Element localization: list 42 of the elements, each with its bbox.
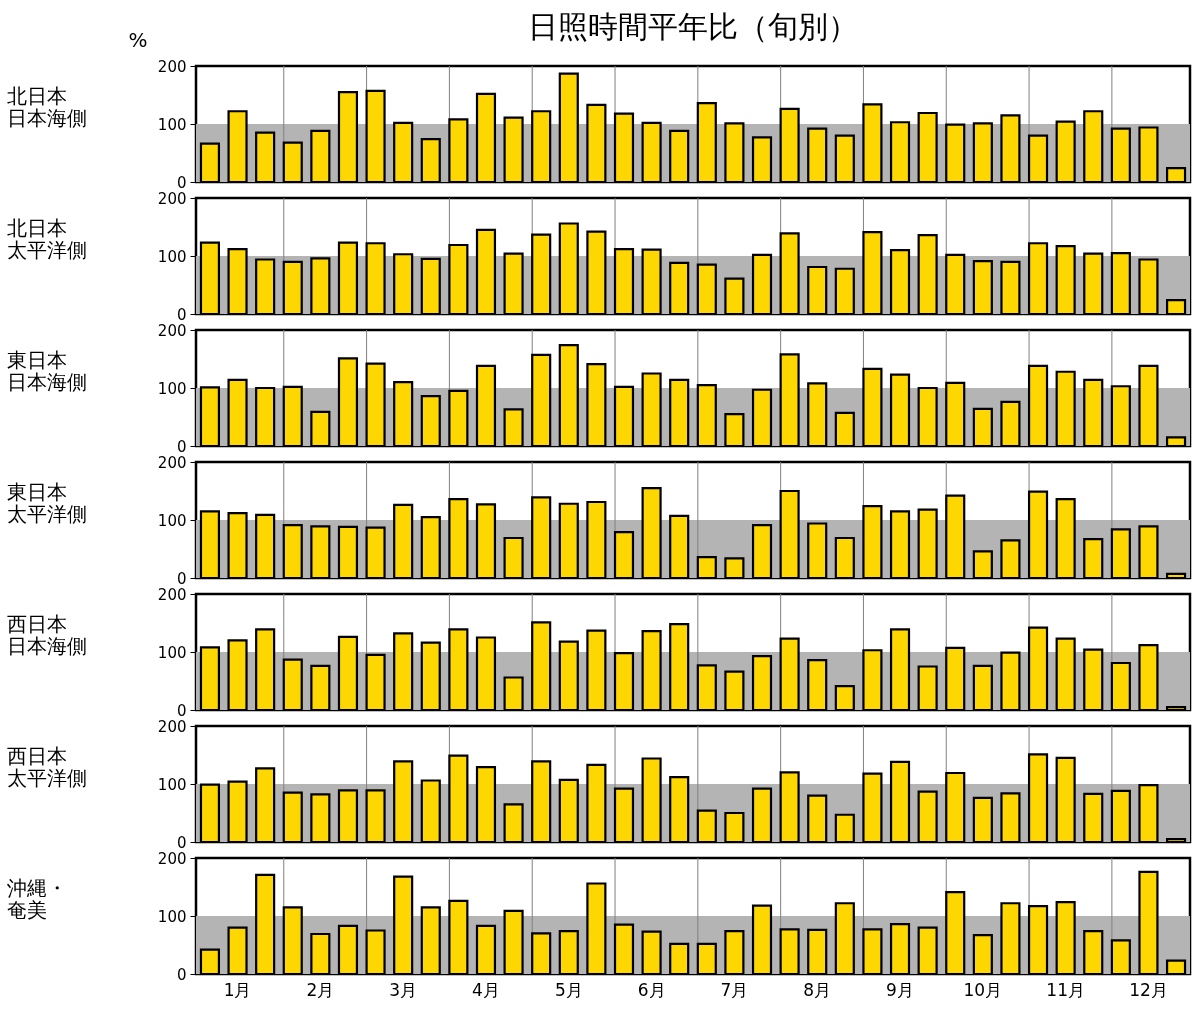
y-axis-title: 西日本日本海側 — [6, 611, 87, 658]
x-tick-label: 7月 — [720, 979, 749, 1000]
y-tick-label: 200 — [157, 585, 187, 604]
y-tick-label: 100 — [157, 379, 187, 398]
y-axis-title: 西日本太平洋側 — [6, 743, 87, 790]
y-tick-label: 0 — [176, 701, 187, 720]
y-tick-label: 0 — [176, 173, 187, 192]
y-axis-title: 東日本太平洋側 — [6, 479, 87, 526]
y-tick-label: 100 — [157, 775, 187, 794]
y-tick-label: 0 — [176, 833, 187, 852]
y-tick-label: 200 — [157, 189, 187, 208]
y-tick-label: 0 — [176, 437, 187, 456]
text: % — [128, 28, 148, 52]
x-tick-label: 1月 — [223, 979, 252, 1000]
y-axis-title: 東日本日本海側 — [6, 347, 87, 394]
x-tick-label: 11月 — [1046, 979, 1085, 1000]
y-tick-label: 0 — [176, 569, 187, 588]
y-axis-title: 北日本太平洋側 — [6, 215, 87, 262]
y-tick-label: 100 — [157, 907, 187, 926]
y-tick-label: 200 — [157, 321, 187, 340]
y-tick-label: 100 — [157, 643, 187, 662]
y-tick-label: 0 — [176, 305, 187, 324]
x-tick-label: 8月 — [803, 979, 832, 1000]
y-tick-label: 100 — [157, 115, 187, 134]
y-tick-label: 200 — [157, 717, 187, 736]
x-tick-label: 9月 — [886, 979, 914, 1000]
x-tick-label: 10月 — [963, 979, 1003, 1000]
y-axis-title: 北日本日本海側 — [6, 83, 87, 130]
y-tick-label: 100 — [157, 511, 187, 530]
x-tick-label: 4月 — [472, 979, 500, 1000]
y-axis-title: 沖縄・奄美 — [6, 875, 67, 922]
chart-title: 日照時間平年比（旬別） — [528, 9, 858, 44]
x-tick-label: 5月 — [554, 979, 583, 1000]
y-tick-label: 0 — [176, 965, 187, 984]
y-tick-label: 200 — [157, 453, 187, 472]
y-tick-label: 200 — [157, 849, 187, 868]
x-tick-label: 3月 — [389, 979, 418, 1000]
x-tick-label: 12月 — [1129, 979, 1168, 1000]
y-tick-label: 200 — [157, 57, 187, 76]
y-tick-label: 100 — [157, 247, 187, 266]
x-tick-label: 6月 — [637, 979, 666, 1000]
x-tick-label: 2月 — [306, 979, 335, 1000]
